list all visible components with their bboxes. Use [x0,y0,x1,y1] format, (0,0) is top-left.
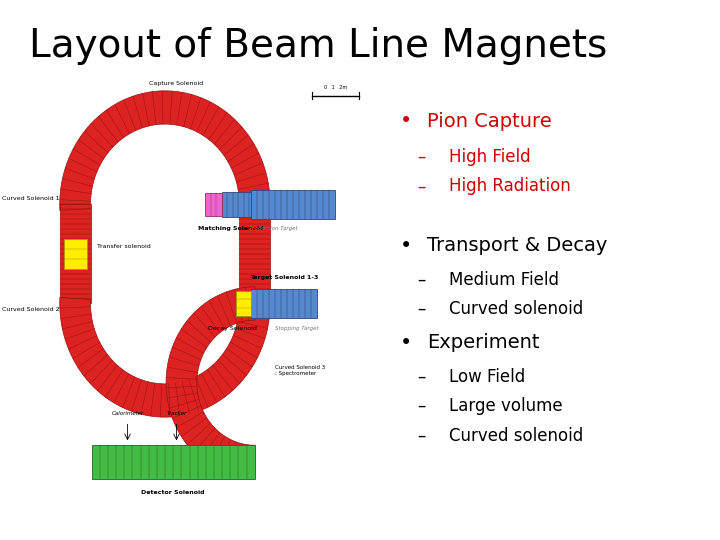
Text: Detector Solenoid: Detector Solenoid [141,490,205,495]
Text: Curved Solenoid 3
: Spectrometer: Curved Solenoid 3 : Spectrometer [275,366,325,376]
Polygon shape [60,91,270,211]
Text: Production Target: Production Target [249,226,297,231]
Text: –: – [418,177,426,195]
Text: Experiment: Experiment [427,333,539,353]
Text: High Field: High Field [449,147,530,166]
Text: Decay Solenoid: Decay Solenoid [208,326,257,331]
Text: Capture Solenoid: Capture Solenoid [149,80,203,86]
Polygon shape [166,287,255,478]
Text: •: • [400,333,412,353]
Bar [205,193,222,215]
Bar [63,239,86,269]
Bar [236,291,251,316]
Text: –: – [418,397,426,415]
Text: Curved solenoid: Curved solenoid [449,300,582,318]
Text: Stopping Target: Stopping Target [276,326,319,331]
Text: •: • [400,235,412,256]
Text: Matching Solenoid: Matching Solenoid [198,226,264,231]
Text: –: – [418,300,426,318]
Text: Tracker: Tracker [166,410,186,416]
Text: High Radiation: High Radiation [449,177,570,195]
Text: Calorimeter: Calorimeter [112,410,144,416]
Polygon shape [60,298,270,417]
Text: Target Solenoid 1-3: Target Solenoid 1-3 [250,275,318,280]
Text: •: • [400,111,412,132]
Text: 0   1   2m: 0 1 2m [324,85,347,90]
Text: Layout of Beam Line Magnets: Layout of Beam Line Magnets [29,27,607,65]
Text: Medium Field: Medium Field [449,271,559,289]
Text: Large volume: Large volume [449,397,562,415]
Text: –: – [418,427,426,445]
Bar [91,446,255,478]
Polygon shape [60,205,91,303]
Text: Curved solenoid: Curved solenoid [449,427,582,445]
Text: Low Field: Low Field [449,368,525,386]
Text: –: – [418,271,426,289]
Bar [222,192,255,217]
Bar [251,289,317,318]
Text: Pion Capture: Pion Capture [427,112,552,131]
Text: Transfer solenoid: Transfer solenoid [97,244,151,248]
Bar [251,190,336,219]
Polygon shape [239,205,270,303]
Text: Transport & Decay: Transport & Decay [427,236,608,255]
Text: Curved Solenoid 1: Curved Solenoid 1 [2,196,59,201]
Text: –: – [418,147,426,166]
Text: –: – [418,368,426,386]
Text: Curved Solenoid 2: Curved Solenoid 2 [2,307,60,312]
